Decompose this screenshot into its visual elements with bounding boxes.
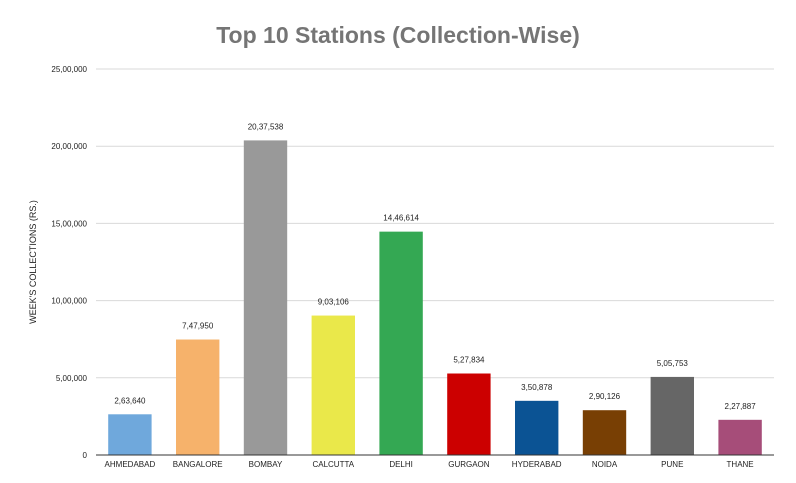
bar-bombay [243,140,288,456]
x-tick-label-hyderabad: HYDERABAD [512,460,562,469]
y-tick-label: 15,00,000 [51,219,87,228]
x-tick-label-calcutta: CALCUTTA [312,460,354,469]
bar-delhi [379,231,423,455]
y-tick-label: 0 [83,451,88,460]
data-label-hyderabad: 3,50,878 [521,383,553,392]
bar-gurgaon [447,373,491,455]
data-label-calcutta: 9,03,106 [318,298,350,307]
y-tick-label: 20,00,000 [51,142,87,151]
data-label-pune: 5,05,753 [657,359,689,368]
x-tick-label-bombay: BOMBAY [249,460,283,469]
x-tick-label-delhi: DELHI [389,460,413,469]
x-tick-label-gurgaon: GURGAON [448,460,490,469]
bar-ahmedabad [108,414,152,455]
x-tick-label-thane: THANE [727,460,754,469]
chart-title: Top 10 Stations (Collection-Wise) [216,22,580,48]
y-axis-ticks: 0 5,00,000 10,00,000 15,00,000 20,00,000 25,0… [51,65,87,460]
x-tick-label-noida: NOIDA [592,460,618,469]
data-label-thane: 2,27,887 [725,402,757,411]
data-labels: 2,63,640 7,47,950 20,37,538 9,03,106 14,46,6… [114,122,756,410]
data-label-gurgaon: 5,27,834 [453,356,485,365]
y-axis-title: WEEK'S COLLECTIONS (RS.) [28,200,38,324]
gridlines [96,68,774,379]
bar-noida [582,410,627,455]
y-tick-label: 25,00,000 [51,65,87,74]
y-tick-label: 10,00,000 [51,297,87,306]
data-label-delhi: 14,46,614 [383,214,419,223]
x-axis-ticks: AHMEDABAD BANGALORE BOMBAY CALCUTTA DELHI GUR… [105,460,754,469]
x-tick-label-bangalore: BANGALORE [173,460,223,469]
y-tick-label: 5,00,000 [56,374,88,383]
bar-bangalore [176,339,220,455]
bars [108,140,762,456]
data-label-bangalore: 7,47,950 [182,322,214,331]
data-label-noida: 2,90,126 [589,392,621,401]
x-tick-label-ahmedabad: AHMEDABAD [105,460,156,469]
data-label-ahmedabad: 2,63,640 [114,396,146,405]
x-tick-label-pune: PUNE [661,460,683,469]
bar-calcutta [311,315,355,455]
bar-hyderabad [515,400,559,455]
bar-pune [650,376,694,455]
data-label-bombay: 20,37,538 [248,122,284,131]
bar-thane [718,419,762,455]
